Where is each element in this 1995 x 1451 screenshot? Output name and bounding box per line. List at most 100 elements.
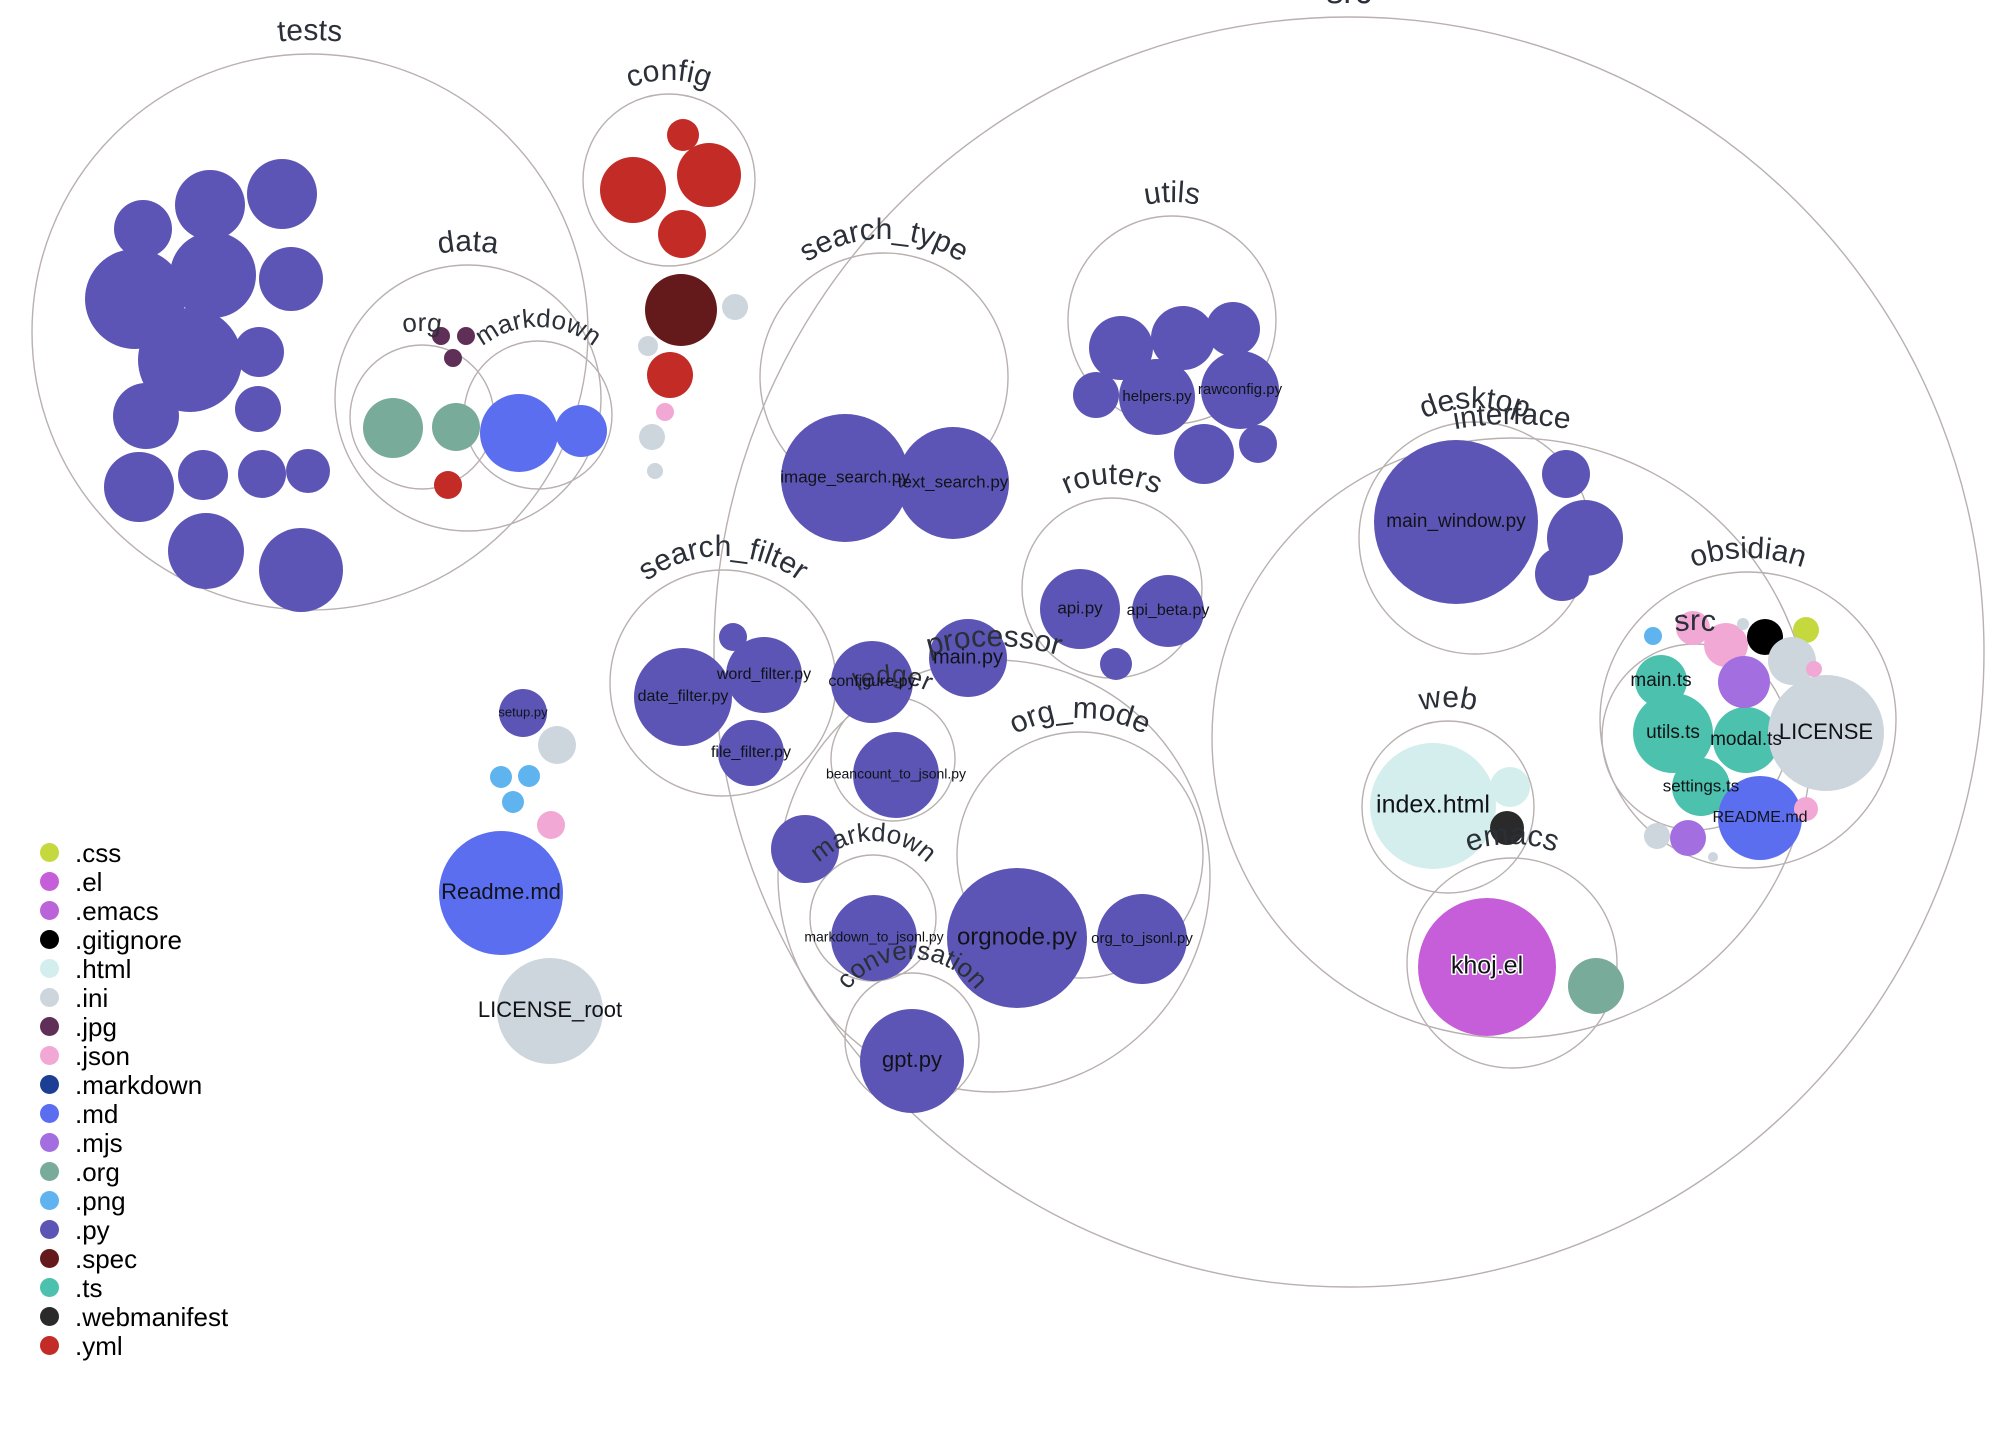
file-circle[interactable] [645,274,717,346]
legend-item[interactable]: .ts [18,1273,318,1302]
file-circle[interactable] [480,394,558,472]
file-circle[interactable] [658,210,706,258]
file-circle[interactable] [718,720,784,786]
file-circle[interactable] [1174,424,1234,484]
group-circle-web[interactable] [1361,720,1535,894]
file-circle[interactable] [259,528,343,612]
file-circle[interactable] [831,895,917,981]
file-circle[interactable] [1768,675,1884,791]
file-circle[interactable] [1201,351,1279,429]
file-circle[interactable] [518,765,540,787]
file-circle[interactable] [286,449,330,493]
file-circle[interactable] [1418,898,1556,1036]
file-circle[interactable] [138,308,242,412]
file-circle[interactable] [113,383,179,449]
file-circle[interactable] [1040,569,1120,649]
group-circle-markdown[interactable] [809,854,937,982]
legend-item[interactable]: .mjs [18,1128,318,1157]
file-circle[interactable] [1635,655,1687,707]
legend-item[interactable]: .py [18,1215,318,1244]
file-circle[interactable] [947,868,1087,1008]
file-circle[interactable] [781,414,909,542]
file-circle[interactable] [432,403,480,451]
legend-item[interactable]: .gitignore [18,925,318,954]
file-circle[interactable] [1119,359,1195,435]
file-circle[interactable] [1239,425,1277,463]
file-circle[interactable] [238,450,286,498]
file-circle[interactable] [457,327,475,345]
file-circle[interactable] [647,463,663,479]
file-circle[interactable] [634,648,732,746]
file-circle[interactable] [1713,707,1779,773]
file-circle[interactable] [600,157,666,223]
file-circle[interactable] [1793,617,1819,643]
file-circle[interactable] [259,247,323,311]
legend-item[interactable]: .png [18,1186,318,1215]
legend-item[interactable]: .spec [18,1244,318,1273]
file-circle[interactable] [1644,823,1670,849]
file-circle[interactable] [1132,575,1204,647]
file-circle[interactable] [1206,302,1260,356]
legend-item[interactable]: .json [18,1041,318,1070]
file-circle[interactable] [114,200,172,258]
file-circle[interactable] [1644,627,1662,645]
file-circle[interactable] [831,641,913,723]
file-circle[interactable] [726,637,802,713]
file-circle[interactable] [555,405,607,457]
file-circle[interactable] [502,791,524,813]
file-circle[interactable] [1794,797,1818,821]
group-circle-obsidian[interactable] [1599,571,1897,869]
file-circle[interactable] [1374,440,1538,604]
file-circle[interactable] [1151,306,1215,370]
file-circle[interactable] [538,726,576,764]
file-circle[interactable] [1100,648,1132,680]
file-circle[interactable] [647,352,693,398]
file-circle[interactable] [499,689,547,737]
file-circle[interactable] [656,403,674,421]
file-circle[interactable] [860,1009,964,1113]
file-circle[interactable] [1633,693,1713,773]
file-circle[interactable] [929,619,1007,697]
file-circle[interactable] [1542,450,1590,498]
file-circle[interactable] [638,336,658,356]
file-circle[interactable] [363,398,423,458]
file-circle[interactable] [1718,776,1802,860]
file-circle[interactable] [439,831,563,955]
file-circle[interactable] [1737,618,1749,630]
legend-item[interactable]: .css [18,838,318,867]
legend-item[interactable]: .html [18,954,318,983]
file-circle[interactable] [1097,894,1187,984]
file-circle[interactable] [235,386,281,432]
file-circle[interactable] [1708,852,1718,862]
file-circle[interactable] [444,349,462,367]
group-circle-config[interactable] [582,93,756,267]
legend-item[interactable]: .emacs [18,896,318,925]
legend-item[interactable]: .yml [18,1331,318,1360]
file-circle[interactable] [537,811,565,839]
file-circle[interactable] [490,766,512,788]
file-circle[interactable] [639,424,665,450]
file-circle[interactable] [719,623,747,651]
file-circle[interactable] [432,327,450,345]
file-circle[interactable] [170,232,256,318]
file-circle[interactable] [1490,811,1524,845]
group-circle-emacs[interactable] [1406,857,1618,1069]
file-circle[interactable] [1672,758,1730,816]
group-circle-org_mode[interactable] [956,731,1204,979]
file-circle[interactable] [677,143,741,207]
file-circle[interactable] [434,471,462,499]
file-circle[interactable] [247,159,317,229]
group-circle-data[interactable] [334,264,602,532]
file-circle[interactable] [168,513,244,589]
legend-item[interactable]: .jpg [18,1012,318,1041]
file-circle[interactable] [1768,637,1816,685]
file-circle[interactable] [667,119,699,151]
legend-item[interactable]: .ini [18,983,318,1012]
file-circle[interactable] [1806,661,1822,677]
file-circle[interactable] [175,170,245,240]
file-circle[interactable] [1490,767,1530,807]
legend-item[interactable]: .md [18,1099,318,1128]
file-circle[interactable] [853,732,939,818]
file-circle[interactable] [1073,372,1119,418]
file-circle[interactable] [1676,611,1710,645]
